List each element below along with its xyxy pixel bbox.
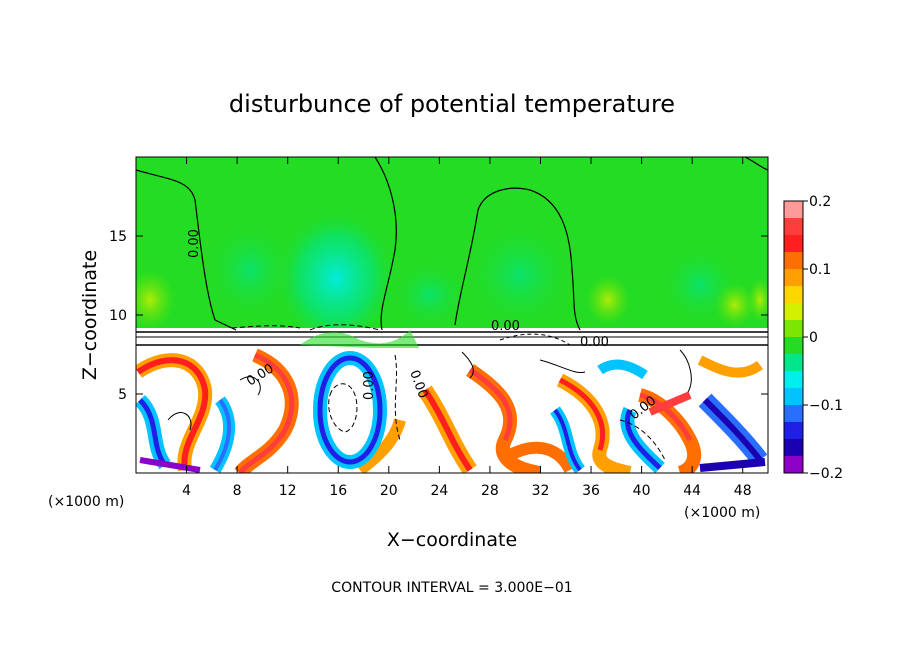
- x-tick-label: 24: [430, 483, 448, 499]
- contour-label: 0.00: [187, 229, 202, 258]
- y-tick-label: 10: [109, 308, 127, 324]
- colorbar-swatch: [784, 456, 803, 474]
- x-unit-right: (×1000 m): [684, 505, 760, 521]
- colorbar-swatch: [784, 286, 803, 304]
- colorbar-swatch: [784, 269, 803, 287]
- colorbar-swatch: [784, 320, 803, 338]
- x-tick-label: 16: [329, 483, 347, 499]
- colorbar-swatch: [784, 388, 803, 406]
- x-tick-label: 32: [532, 483, 550, 499]
- colorbar-swatch: [784, 405, 803, 423]
- x-axis-ticks: 4 8 12 16 20 24 28 32 36 40 44 48: [182, 157, 752, 499]
- colorbar-swatch: [784, 201, 803, 219]
- y-tick-label: 5: [118, 387, 127, 403]
- heatmap-field: [136, 157, 768, 473]
- x-tick-label: 28: [481, 483, 499, 499]
- x-tick-label: 40: [633, 483, 651, 499]
- chart-title: disturbunce of potential temperature: [229, 90, 675, 118]
- contour-interval-note: CONTOUR INTERVAL = 3.000E−01: [331, 580, 572, 596]
- colorbar-swatch: [784, 439, 803, 457]
- x-tick-label: 36: [582, 483, 600, 499]
- x-tick-label: 48: [734, 483, 752, 499]
- x-tick-label: 4: [182, 483, 191, 499]
- x-tick-label: 12: [279, 483, 297, 499]
- colorbar-tick-label: 0: [809, 330, 818, 346]
- colorbar-tick-label: 0.1: [809, 262, 831, 278]
- x-axis-label: X−coordinate: [387, 529, 517, 551]
- colorbar-swatch: [784, 354, 803, 372]
- colorbar-swatch: [784, 252, 803, 270]
- colorbar-swatch: [784, 218, 803, 236]
- colorbar-tick-label: −0.1: [809, 398, 843, 414]
- y-axis-ticks: 5 10 15: [109, 229, 768, 403]
- contour-label: 0.00: [491, 319, 520, 334]
- colorbar-tick-label: 0.2: [809, 194, 831, 210]
- colorbar-swatch: [784, 337, 803, 355]
- contour-label: 0.00: [580, 335, 609, 350]
- colorbar-swatch: [784, 422, 803, 440]
- colorbar-swatch: [784, 235, 803, 253]
- x-unit-left: (×1000 m): [48, 494, 124, 510]
- colorbar-swatch: [784, 371, 803, 389]
- colorbar: [784, 201, 803, 474]
- colorbar-swatch: [784, 303, 803, 321]
- contour-label: 0.00: [362, 371, 377, 400]
- x-tick-label: 8: [233, 483, 242, 499]
- y-axis-label: Z−coordinate: [79, 250, 101, 380]
- colorbar-ticks: 0.2 0.1 0 −0.1 −0.2: [803, 194, 843, 482]
- x-tick-label: 44: [683, 483, 701, 499]
- x-tick-label: 20: [380, 483, 398, 499]
- y-tick-label: 15: [109, 229, 127, 245]
- colorbar-tick-label: −0.2: [809, 466, 843, 482]
